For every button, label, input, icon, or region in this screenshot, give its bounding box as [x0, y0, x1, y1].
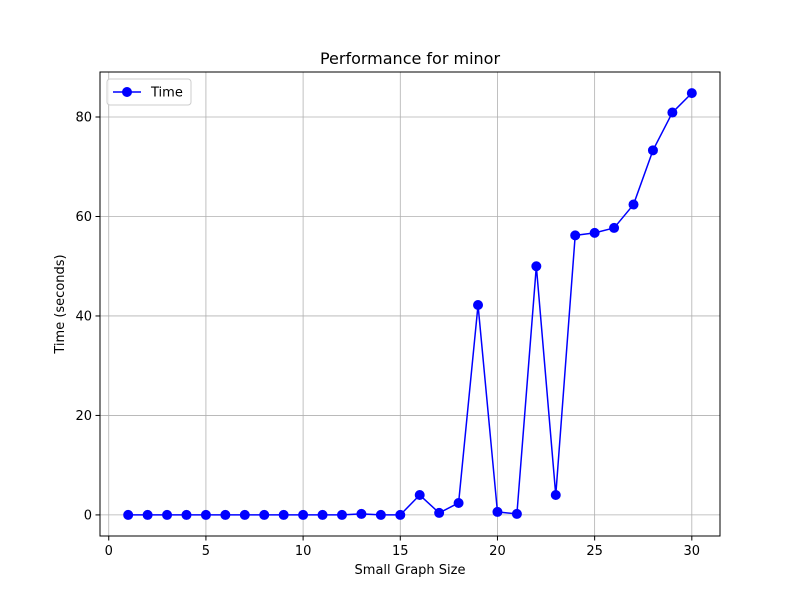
- plot-frame: [99, 71, 721, 537]
- data-point: [667, 107, 678, 118]
- data-point: [356, 508, 367, 519]
- data-point: [531, 261, 542, 272]
- data-point: [395, 509, 406, 520]
- legend-marker: [122, 87, 132, 97]
- x-tick-label: 10: [295, 544, 312, 559]
- data-point: [375, 509, 386, 520]
- axis-ticks: 0 5 10 15 20 25 30 0 20 40 60 80: [75, 111, 700, 559]
- data-point: [414, 490, 425, 501]
- data-point: [200, 509, 211, 520]
- data-point: [239, 509, 250, 520]
- x-tick-label: 25: [586, 544, 603, 559]
- data-point: [336, 509, 347, 520]
- data-point: [220, 509, 231, 520]
- y-tick-label: 60: [75, 210, 92, 225]
- x-tick-label: 20: [489, 544, 506, 559]
- data-point: [473, 300, 484, 311]
- y-tick-label: 40: [75, 309, 92, 324]
- data-point: [686, 88, 697, 99]
- data-point: [453, 497, 464, 508]
- data-point: [181, 509, 192, 520]
- data-point: [259, 509, 270, 520]
- x-tick-label: 5: [202, 544, 210, 559]
- data-point: [298, 509, 309, 520]
- data-point: [628, 199, 639, 210]
- data-point: [123, 509, 134, 520]
- chart-title: Performance for minor: [320, 49, 501, 68]
- legend: Time: [106, 78, 192, 106]
- data-point: [589, 227, 600, 238]
- series-layer: [123, 88, 697, 520]
- data-point: [647, 145, 658, 156]
- data-point: [550, 490, 561, 501]
- data-point: [278, 509, 289, 520]
- data-point: [492, 506, 503, 517]
- x-tick-label: 0: [105, 544, 113, 559]
- y-tick-label: 80: [75, 111, 92, 126]
- x-tick-label: 30: [684, 544, 701, 559]
- data-point: [609, 222, 620, 233]
- x-tick-label: 15: [392, 544, 409, 559]
- y-tick-label: 20: [75, 409, 92, 424]
- data-point: [570, 230, 581, 241]
- data-point: [142, 509, 153, 520]
- legend-label: Time: [150, 86, 183, 101]
- data-point: [317, 509, 328, 520]
- data-point: [511, 508, 522, 519]
- data-point: [162, 509, 173, 520]
- y-tick-label: 0: [84, 508, 92, 523]
- legend-box: [106, 78, 192, 106]
- axis-labels: Performance for minor Small Graph Size T…: [53, 49, 500, 578]
- data-point: [434, 507, 445, 518]
- y-axis-label: Time (seconds): [53, 254, 68, 354]
- x-axis-label: Small Graph Size: [355, 563, 466, 578]
